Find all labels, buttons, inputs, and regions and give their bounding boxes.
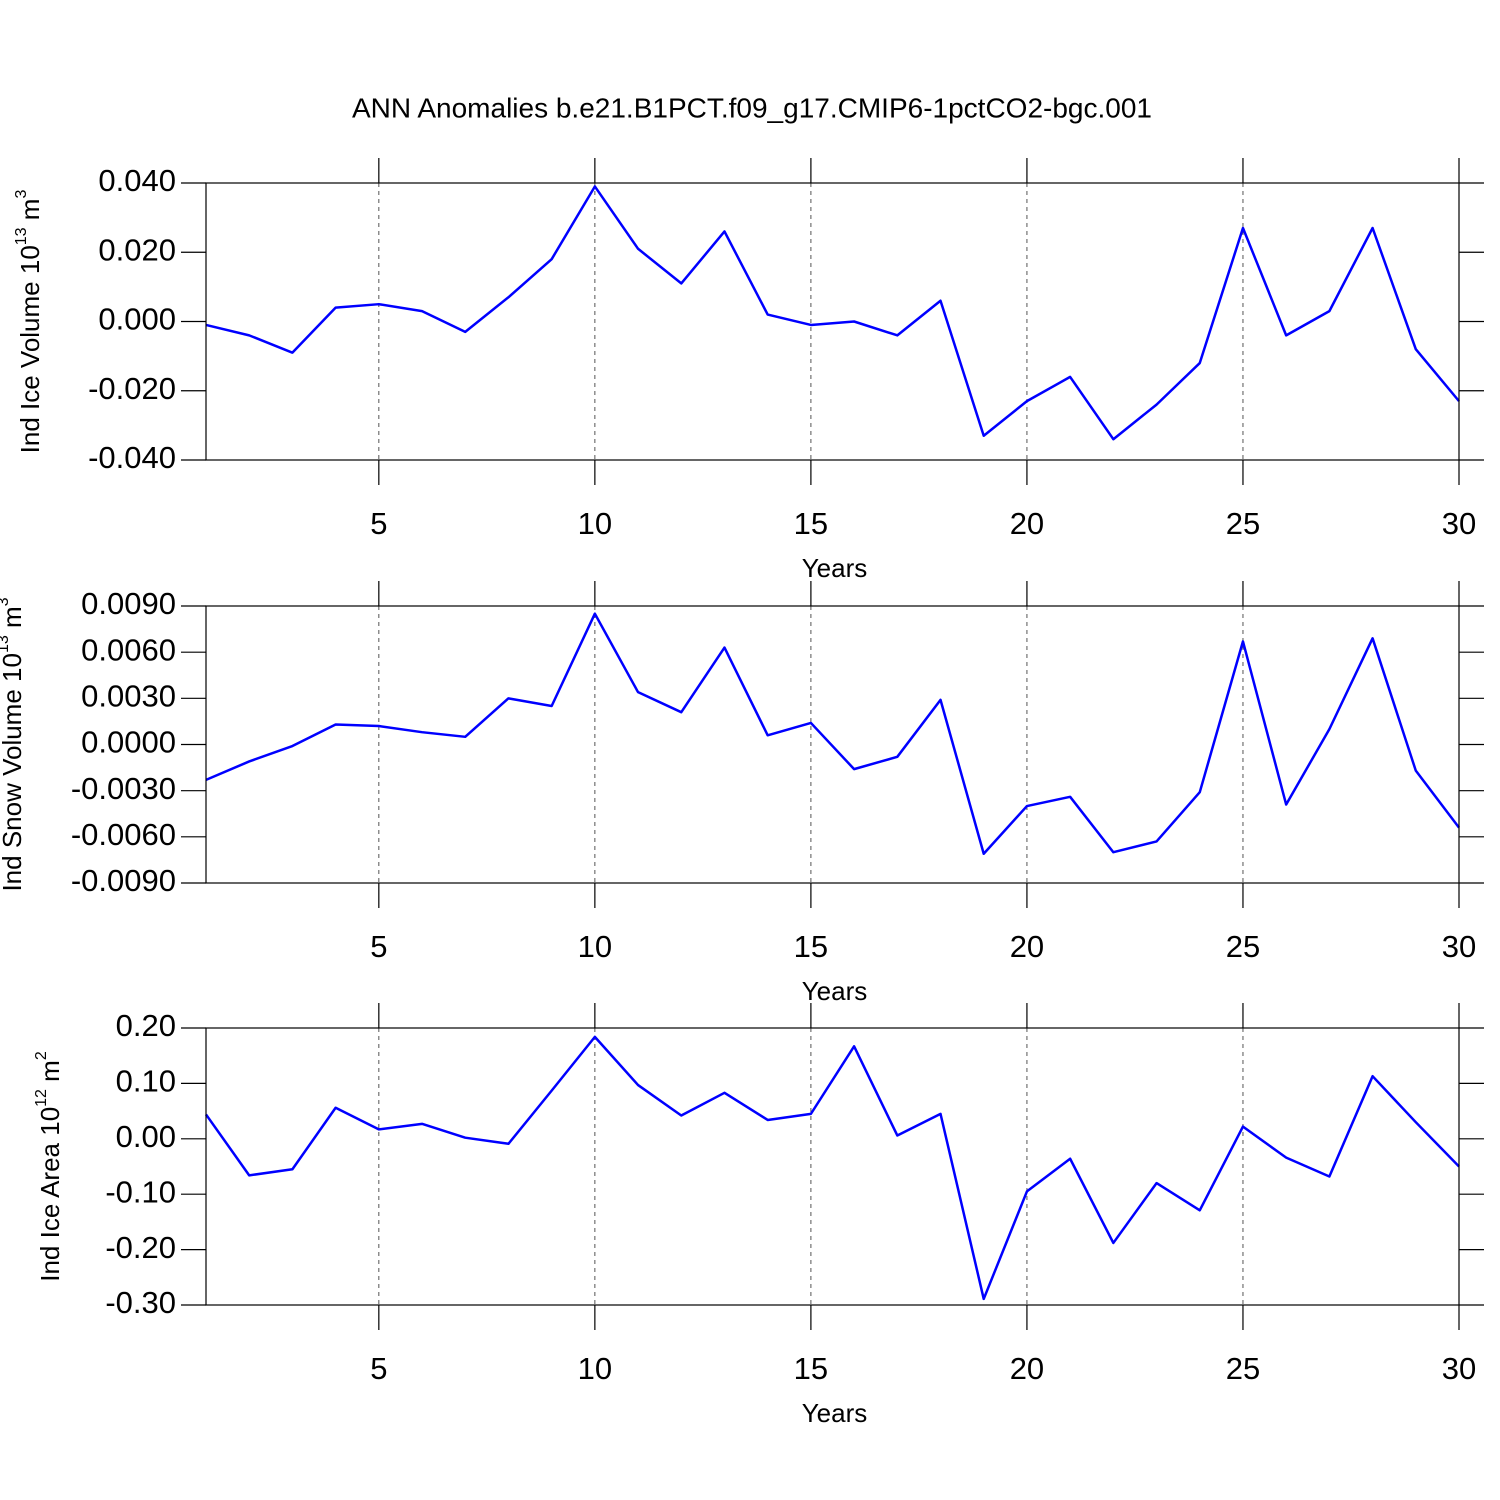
x-tick-label: 30 — [1442, 506, 1476, 541]
y-tick-label: 0.10 — [116, 1064, 176, 1099]
y-axis-label: Ind Snow Volume 1013 m3 — [0, 597, 27, 891]
y-tick-label: 0.0090 — [81, 586, 176, 621]
x-tick-label: 5 — [370, 1351, 387, 1386]
y-tick-label: -0.0060 — [71, 817, 176, 852]
x-tick-label: 15 — [794, 929, 828, 964]
y-tick-label: -0.30 — [105, 1285, 176, 1320]
data-line — [205, 612, 1460, 856]
y-axis-label-superscript: 13 — [0, 635, 12, 653]
chart-title: ANN Anomalies b.e21.B1PCT.f09_g17.CMIP6-… — [352, 92, 1152, 123]
y-axis-label-part: Ind Ice Area 10 — [35, 1107, 65, 1282]
x-tick-label: 20 — [1010, 929, 1044, 964]
y-tick-label: -0.10 — [105, 1174, 176, 1209]
x-tick-label: 10 — [578, 1351, 612, 1386]
y-axis-label-part: Ind Ice Volume 10 — [15, 245, 45, 453]
x-tick-label: 20 — [1010, 506, 1044, 541]
x-tick-label: 5 — [370, 506, 387, 541]
x-tick-label: 25 — [1226, 929, 1260, 964]
plot-frame — [205, 1027, 1460, 1306]
x-tick-label: 30 — [1442, 929, 1476, 964]
y-tick-label: -0.0030 — [71, 771, 176, 806]
y-tick-label: 0.0030 — [81, 679, 176, 714]
y-tick-label: 0.000 — [98, 302, 176, 337]
x-tick-label: 20 — [1010, 1351, 1044, 1386]
y-axis-label-superscript: 3 — [0, 597, 12, 606]
x-tick-label: 10 — [578, 929, 612, 964]
x-axis-label: Years — [802, 976, 868, 1006]
y-axis-label-part: m — [15, 199, 45, 228]
y-tick-label: 0.00 — [116, 1119, 176, 1154]
y-tick-label: 0.020 — [98, 232, 176, 267]
y-axis-label-superscript: 12 — [33, 1089, 50, 1107]
y-axis-label-superscript: 3 — [13, 190, 30, 199]
y-tick-label: -0.0090 — [71, 863, 176, 898]
y-tick-label: -0.020 — [88, 371, 176, 406]
x-tick-label: 15 — [794, 506, 828, 541]
y-tick-label: -0.040 — [88, 440, 176, 475]
x-tick-label: 15 — [794, 1351, 828, 1386]
y-tick-label: 0.20 — [116, 1008, 176, 1043]
x-tick-label: 30 — [1442, 1351, 1476, 1386]
x-axis-label: Years — [802, 1398, 868, 1428]
x-axis-label: Years — [802, 553, 868, 583]
data-line — [204, 1035, 1460, 1301]
y-axis-label-superscript: 2 — [33, 1051, 50, 1060]
x-tick-label: 25 — [1226, 1351, 1260, 1386]
y-tick-label: -0.20 — [105, 1230, 176, 1265]
y-tick-label: 0.0060 — [81, 632, 176, 667]
y-axis-label: Ind Ice Area 1012 m2 — [33, 1051, 65, 1282]
y-axis-label: Ind Ice Volume 1013 m3 — [13, 190, 45, 454]
y-axis-label-part: m — [35, 1060, 65, 1089]
y-axis-label-part: m — [0, 606, 27, 635]
x-tick-label: 10 — [578, 506, 612, 541]
x-tick-label: 25 — [1226, 506, 1260, 541]
data-line — [205, 185, 1460, 441]
y-tick-label: 0.040 — [98, 163, 176, 198]
y-axis-label-part: Ind Snow Volume 10 — [0, 653, 27, 892]
y-tick-label: 0.0000 — [81, 725, 176, 760]
y-axis-label-superscript: 13 — [13, 227, 30, 245]
x-tick-label: 5 — [370, 929, 387, 964]
